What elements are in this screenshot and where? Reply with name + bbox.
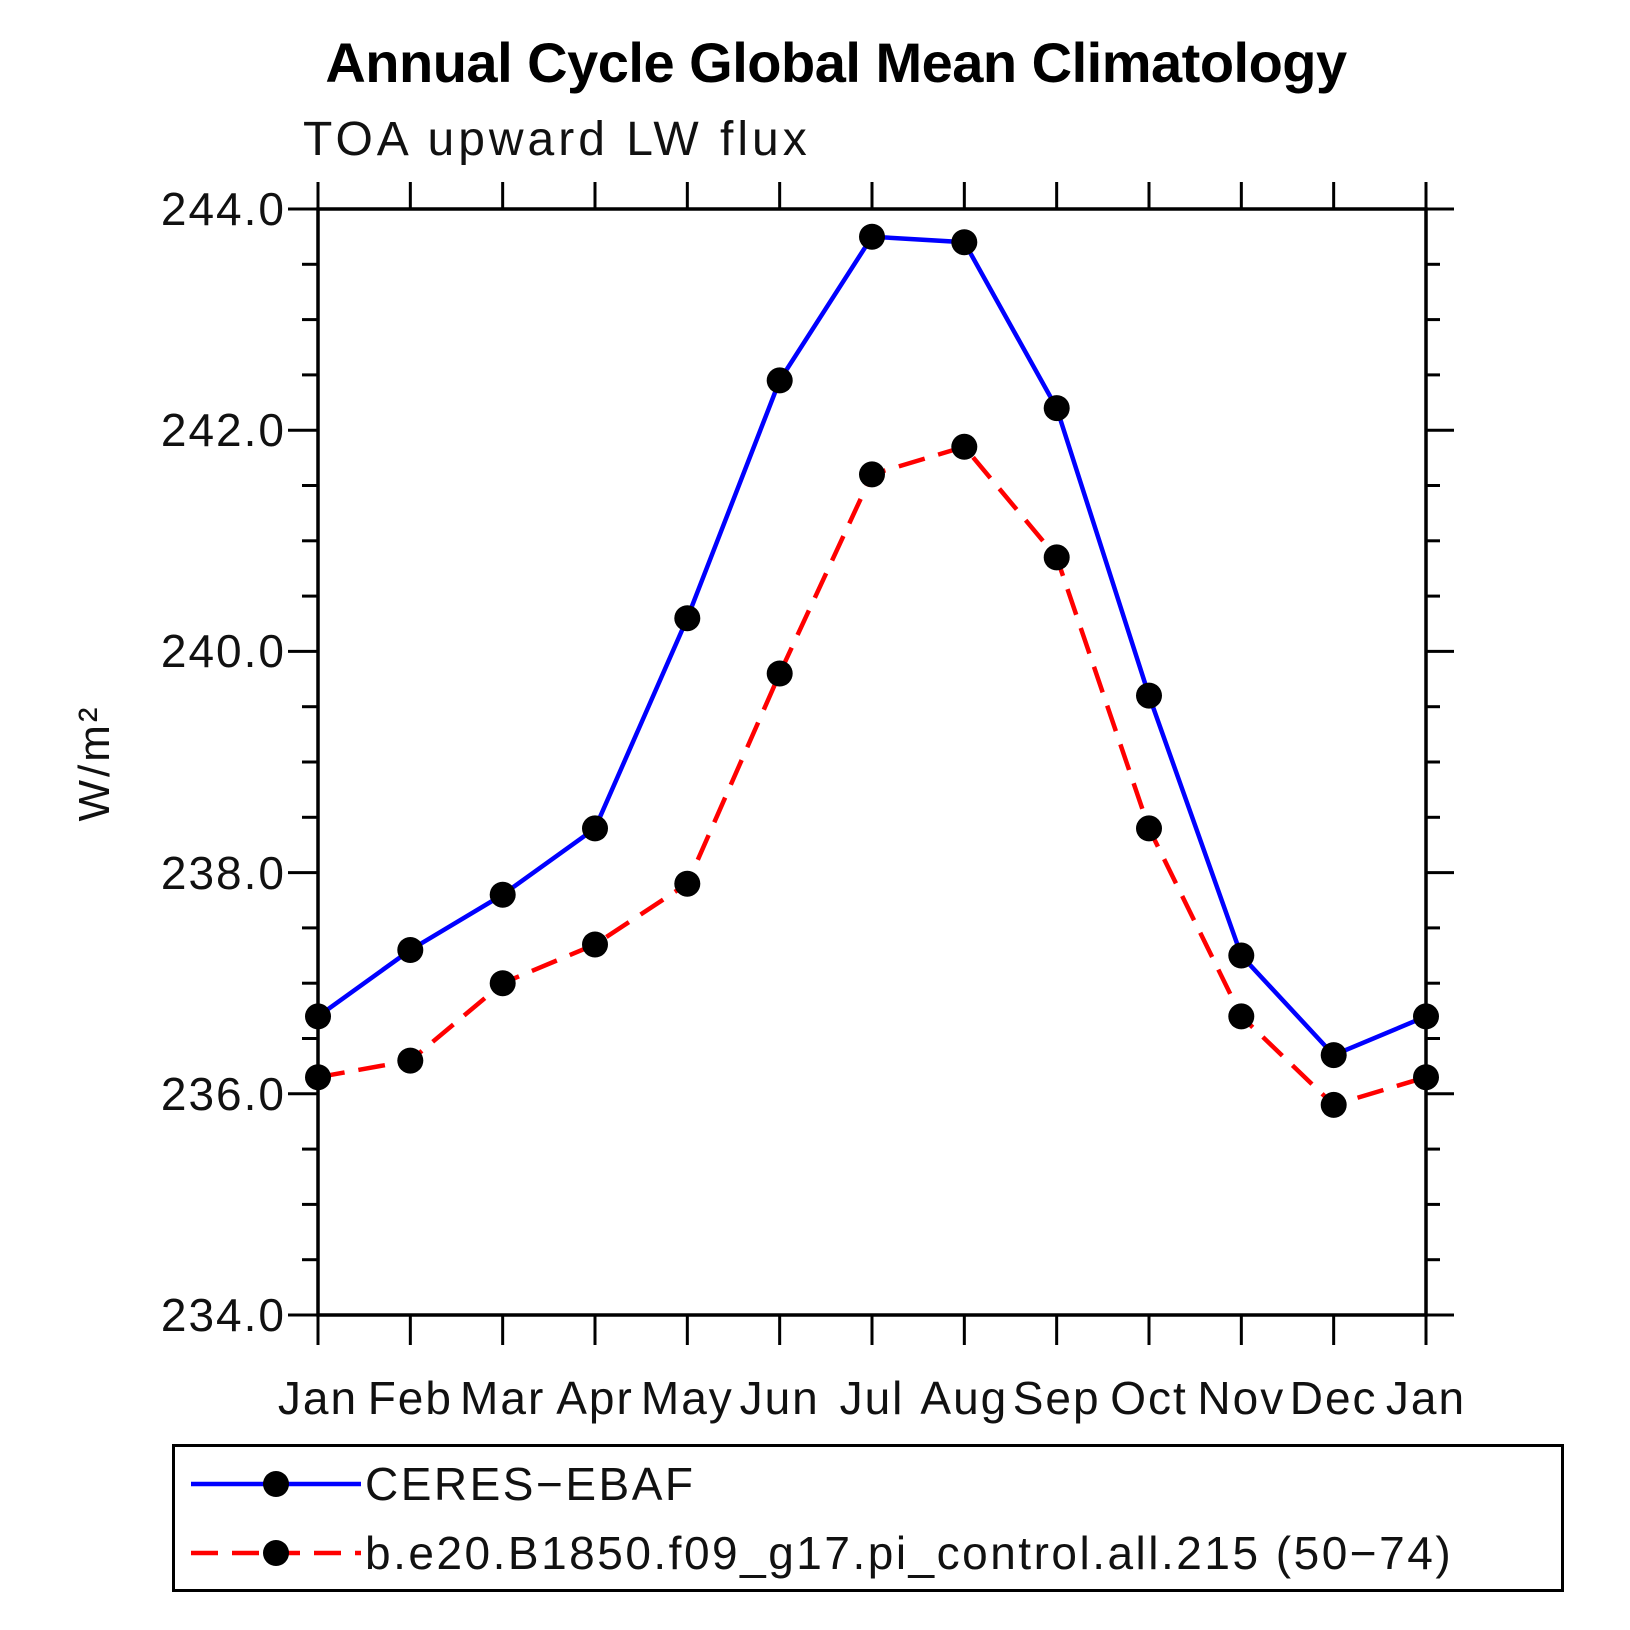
- chart-subtitle: TOA upward LW flux: [303, 113, 811, 166]
- legend-line-sample-solid: [191, 1470, 361, 1497]
- x-tick-label: Oct: [1110, 1372, 1188, 1424]
- x-tick-label: Aug: [920, 1372, 1009, 1424]
- x-tick-label: Jul: [839, 1372, 905, 1424]
- x-tick-label: May: [640, 1372, 734, 1424]
- x-tick-label: Jun: [739, 1372, 820, 1424]
- x-tick-label: Mar: [460, 1372, 546, 1424]
- data-point-marker: [1413, 1064, 1439, 1091]
- x-tick-label: Jan: [277, 1372, 359, 1424]
- data-point-marker: [582, 931, 608, 958]
- plot-border: [316, 207, 1428, 1317]
- data-point-marker: [1228, 942, 1255, 969]
- data-point-marker: [397, 1047, 424, 1074]
- data-point-marker: [859, 461, 885, 488]
- data-point-marker: [397, 937, 424, 963]
- y-tick-label: 244.0: [160, 183, 286, 235]
- series-line-solid: [316, 234, 1427, 1058]
- data-point-marker: [951, 433, 978, 460]
- data-point-marker: [1043, 544, 1070, 571]
- legend-entry-ceres: CERES−EBAF: [189, 1451, 1561, 1517]
- legend-marker-dot: [263, 1539, 289, 1566]
- legend-entry-model: b.e20.B1850.f09_g17.pi_control.all.215 (…: [189, 1520, 1561, 1586]
- data-point-marker: [951, 229, 978, 256]
- y-tick-label: 238.0: [160, 846, 286, 899]
- data-point-marker: [1136, 815, 1162, 842]
- data-point-marker: [674, 870, 701, 897]
- legend-label-model: b.e20.B1850.f09_g17.pi_control.all.215 (…: [365, 1526, 1454, 1579]
- y-tick-label: 240.0: [160, 625, 286, 678]
- x-tick-label: Sep: [1012, 1372, 1101, 1424]
- legend-marker-dot: [263, 1470, 289, 1497]
- x-tick-label: Nov: [1197, 1372, 1286, 1424]
- data-point-marker: [1228, 1003, 1255, 1030]
- x-tick-label: Apr: [556, 1372, 634, 1424]
- x-tick-label: Dec: [1289, 1372, 1378, 1424]
- legend-line-sample-dashed: [191, 1539, 361, 1566]
- data-point-marker: [582, 815, 608, 842]
- chart-title: Annual Cycle Global Mean Climatology: [325, 31, 1347, 94]
- data-point-marker: [305, 1003, 331, 1030]
- legend-box: CERES−EBAF b.e20.B1850.f09_g17.pi_contro…: [172, 1444, 1564, 1592]
- x-tick-label: Feb: [367, 1372, 453, 1424]
- data-point-marker: [1136, 682, 1162, 709]
- x-tick-label: Jan: [1385, 1372, 1467, 1424]
- data-point-marker: [1043, 395, 1070, 422]
- data-point-marker: [305, 1064, 331, 1091]
- y-tick-label: 242.0: [160, 404, 286, 457]
- legend-label-ceres: CERES−EBAF: [365, 1457, 696, 1510]
- data-point-marker: [766, 660, 793, 687]
- data-point-marker: [1413, 1003, 1439, 1030]
- data-point-marker: [766, 367, 793, 394]
- data-point-marker: [859, 223, 885, 250]
- series-line-dashed: [317, 444, 1427, 1108]
- data-point-marker: [674, 605, 701, 632]
- y-tick-label: 236.0: [160, 1067, 286, 1120]
- data-point-marker: [489, 881, 516, 908]
- data-point-marker: [489, 970, 516, 997]
- data-point-marker: [1320, 1042, 1347, 1069]
- data-point-marker: [1320, 1091, 1347, 1118]
- y-tick-label: 234.0: [160, 1289, 286, 1341]
